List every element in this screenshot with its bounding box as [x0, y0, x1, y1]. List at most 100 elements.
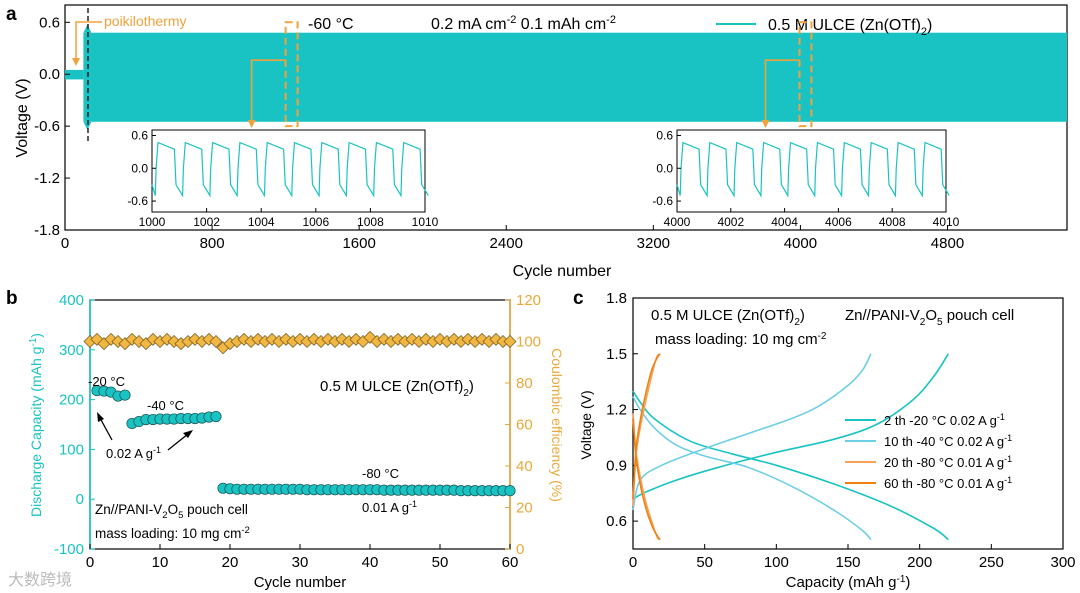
panel-c-legend: 2 th -20 °C 0.02 A g-1 10 th -40 °C 0.02 … — [845, 412, 1012, 491]
panel-b-y2label: Coulombic efficiency (%) — [549, 348, 565, 502]
panel-b-label-minus40: -40 °C — [147, 398, 184, 413]
panel-b-ytick-label: 0 — [76, 491, 84, 508]
inset-xtick-label: 4006 — [825, 215, 852, 229]
inset-voltage-curve — [151, 141, 429, 198]
panel-b-arrow-1 — [99, 417, 113, 441]
panel-a-zoom-box — [284, 21, 299, 128]
charge-curve-2 — [632, 353, 660, 507]
panel-a-ytick-label: -1.2 — [34, 170, 60, 187]
panel-b-xtick-label: 50 — [432, 554, 449, 571]
panel-c-ytick-label: 1.5 — [606, 346, 627, 363]
discharge-curve-1 — [632, 396, 872, 541]
inset-xtick-label: 1004 — [248, 215, 275, 229]
discharge-curve-0 — [632, 390, 949, 541]
panel-b-y2tick-label: 40 — [516, 458, 533, 475]
inset-xtick-label: 1000 — [139, 215, 166, 229]
panel-b: b 0 10 20 30 40 50 60-100010020030040002040608… — [6, 288, 565, 591]
capacity-point — [210, 410, 222, 423]
panel-c-xtick-label: 250 — [979, 554, 1004, 571]
panel-c-xtick-label: 200 — [907, 554, 932, 571]
panel-a-ylabel: Voltage (V) — [14, 78, 31, 157]
panel-b-xtick-label: 20 — [222, 554, 239, 571]
panel-c-curves — [632, 353, 949, 541]
inset-ytick-label: 0.0 — [656, 161, 673, 175]
panel-b-label-minus80: -80 °C — [362, 466, 399, 481]
panel-c: c 0 50 100 150 200 250 300 0.6 0.9 1.2 1.5 1.8 Volt… — [573, 288, 1076, 591]
panel-a-ytick-label: -1.8 — [34, 222, 60, 239]
capacity-point — [504, 485, 516, 497]
panel-a-xlabel: Cycle number — [513, 263, 612, 280]
panel-a-xtick-label: 800 — [200, 235, 225, 252]
panel-c-electrolyte: 0.5 M ULCE (Zn(OTf)2) — [651, 307, 805, 328]
inset-xtick-label: 1002 — [193, 215, 220, 229]
inset-xtick-label: 4008 — [879, 215, 906, 229]
inset-frame — [676, 129, 947, 213]
panel-a-xtick-label: 4800 — [931, 235, 964, 252]
legend-label-1: 10 th -40 °C 0.02 A g-1 — [884, 433, 1012, 449]
panel-a-ytick-label: -0.6 — [34, 118, 60, 135]
panel-a-inset-1000: 1000 1002 1004 1006 1008 1010 -0.6 0.0 0.6 — [127, 128, 438, 229]
panel-c-xtick-label: 100 — [764, 554, 789, 571]
panel-c-xlabel: Capacity (mAh g-1) — [786, 574, 911, 591]
inset-xtick-label: 4004 — [771, 215, 798, 229]
panel-a-zoom-arrow — [764, 59, 800, 122]
panel-b-rate-high: 0.01 A g-1 — [362, 499, 417, 515]
panel-b-y2tick-label: 100 — [516, 334, 541, 351]
panel-c-axes: 0 50 100 150 200 250 300 0.6 0.9 1.2 1.5 1.8 — [606, 290, 1075, 571]
panel-b-electrolyte: 0.5 M ULCE (Zn(OTf)2) — [320, 378, 474, 399]
panel-b-ylabel: Discharge Capacity (mAh g-1) — [28, 333, 44, 517]
panel-a-poikilothermy-arrowhead — [72, 58, 80, 66]
charge-curve-1 — [632, 353, 872, 511]
panel-a-inset-4000: 4000 4002 4004 4006 4008 4010 -0.6 0.0 0.6 — [652, 128, 959, 229]
panel-b-loading: mass loading: 10 mg cm-2 — [95, 525, 250, 541]
panel-b-arrowhead-2 — [183, 430, 193, 438]
panel-a-voltage-profile — [83, 32, 1067, 122]
panel-a-temperature: -60 °C — [308, 16, 354, 33]
panel-a-zoom-boxes — [247, 21, 813, 128]
inset-voltage-curve — [676, 141, 950, 198]
panel-c-cell: Zn//PANI-V2O5 pouch cell — [845, 307, 1014, 328]
inset-xtick-label: 1008 — [357, 215, 384, 229]
panel-b-discharge-capacity — [91, 385, 516, 497]
panel-a-label: a — [6, 4, 17, 25]
panel-c-xtick-label: 50 — [696, 554, 713, 571]
panel-b-label-minus20: -20 °C — [88, 374, 125, 389]
panel-a-xtick-label: 0 — [61, 235, 69, 252]
panel-c-xtick-label: 300 — [1050, 554, 1075, 571]
panel-a-zoom-arrowhead — [247, 120, 256, 128]
panel-b-ytick-label: -100 — [54, 541, 84, 558]
panel-b-y2tick-label: 120 — [516, 292, 541, 309]
panel-c-ytick-label: 0.9 — [606, 457, 627, 474]
charge-curve-0 — [632, 353, 949, 500]
panel-c-ytick-label: 0.6 — [606, 513, 627, 530]
panel-c-xtick-label: 150 — [835, 554, 860, 571]
inset-frame — [151, 129, 426, 213]
efficiency-point — [209, 335, 223, 348]
panel-b-ytick-label: 400 — [59, 292, 84, 309]
panel-b-xtick-label: 30 — [292, 554, 309, 571]
inset-ytick-label: -0.6 — [127, 194, 148, 208]
panel-a-zoom-arrowhead — [761, 120, 770, 128]
inset-ytick-label: 0.0 — [131, 161, 148, 175]
panel-c-label: c — [573, 288, 584, 309]
panel-b-arrowhead-1 — [97, 412, 104, 422]
inset-xtick-label: 1006 — [302, 215, 329, 229]
efficiency-point — [503, 335, 517, 348]
panel-a-xtick-label: 3200 — [637, 235, 670, 252]
panel-c-loading: mass loading: 10 mg cm-2 — [655, 331, 827, 348]
panel-a-xtick-label: 4000 — [784, 235, 817, 252]
panel-b-xtick-label: 40 — [362, 554, 379, 571]
panel-b-y2tick-label: 60 — [516, 417, 533, 434]
panel-a-poikilothermy-label: poikilothermy — [104, 13, 186, 29]
panel-b-xtick-label: 10 — [152, 554, 169, 571]
watermark: 大数跨境 — [8, 570, 73, 589]
panel-b-y2tick-label: 0 — [516, 541, 524, 558]
panel-c-ytick-label: 1.2 — [606, 402, 627, 419]
inset-ytick-label: 0.6 — [656, 128, 673, 142]
panel-b-ytick-label: 200 — [59, 392, 84, 409]
panel-a-conditions: 0.2 mA cm-2 0.1 mAh cm-2 — [431, 14, 616, 33]
panel-a-zoom-box — [798, 21, 813, 128]
panel-a-ytick-label: 0.6 — [39, 14, 60, 31]
panel-b-ytick-label: 300 — [59, 342, 84, 359]
inset-xtick-label: 4010 — [933, 215, 960, 229]
